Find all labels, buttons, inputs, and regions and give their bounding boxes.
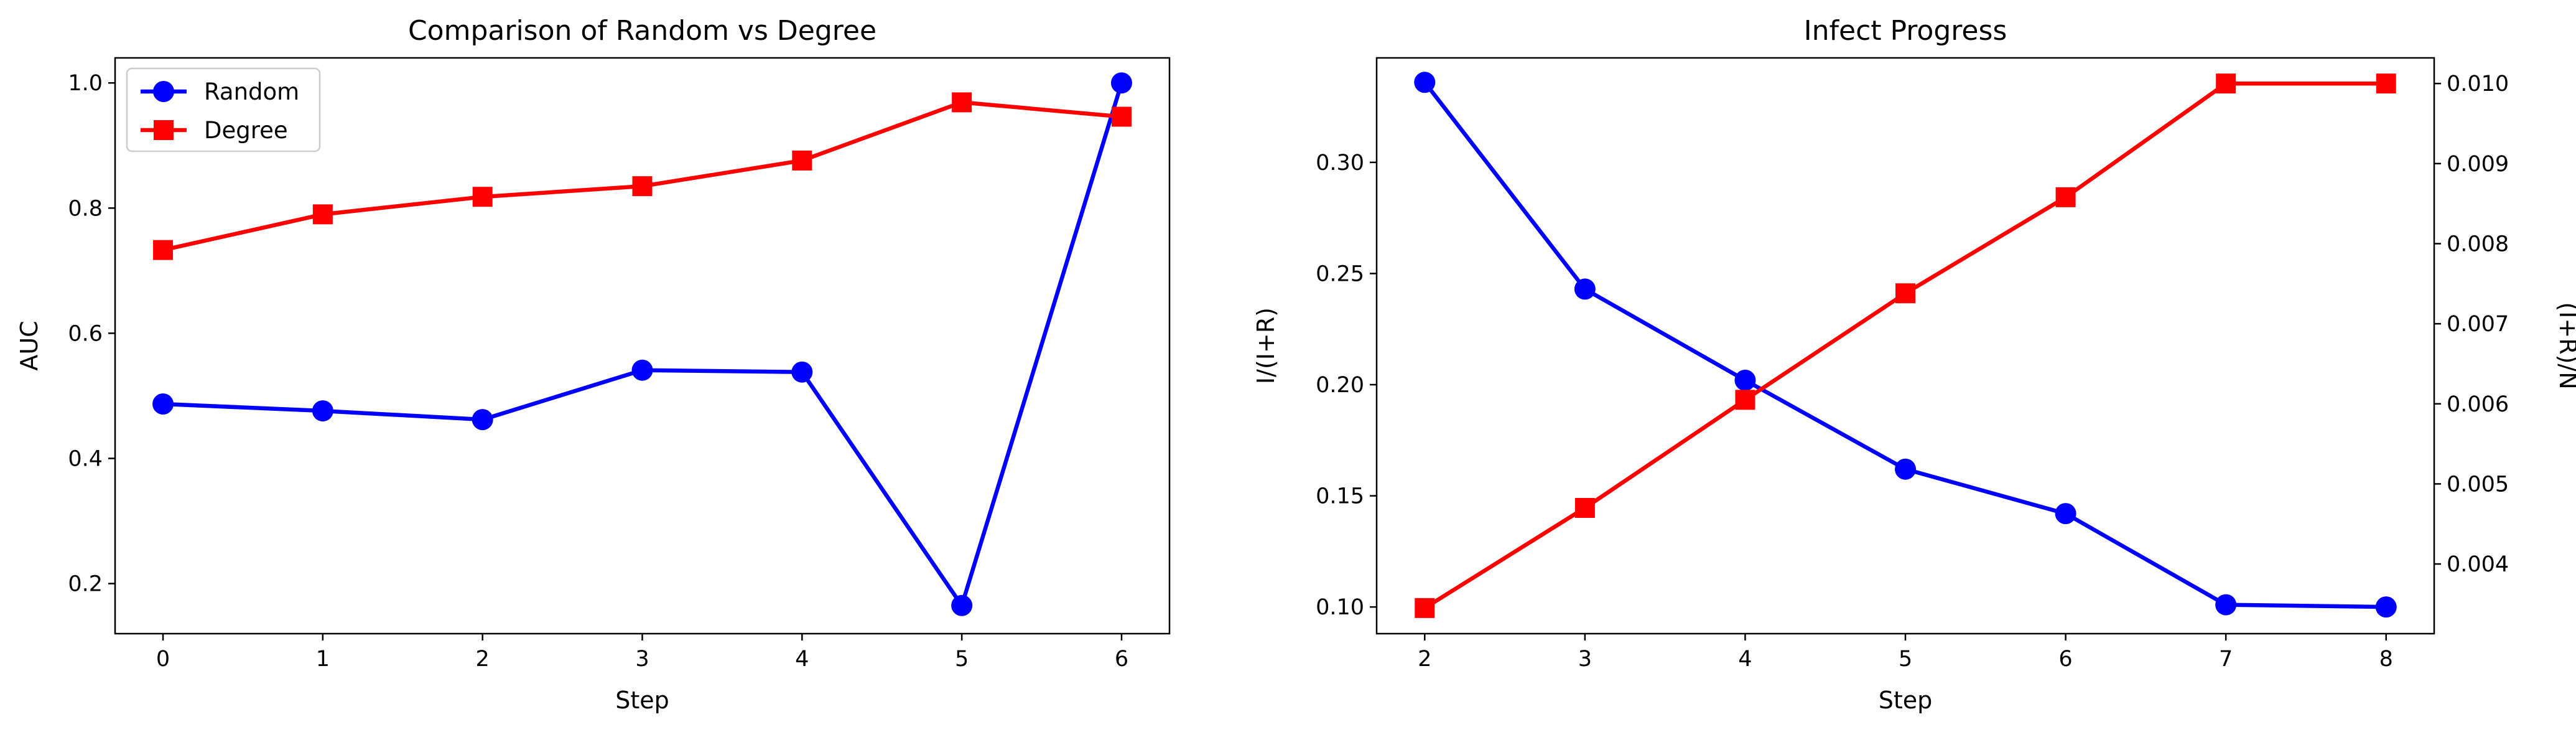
y-tick-label-3: 0.8 <box>68 196 103 221</box>
x-tick-label-5: 5 <box>955 647 969 672</box>
x-axis-label: Step <box>615 687 669 714</box>
series-1-point-5 <box>2216 73 2236 94</box>
y-tick-label-4: 1.0 <box>68 71 103 96</box>
x-tick-label-0: 0 <box>156 647 170 672</box>
chart-infect-progress: 2 3 4 5 6 7 8 0.10 0.15 0.20 0.25 0.30 0.004 0.005 0.0… <box>1252 15 2576 714</box>
series-1-point-3 <box>632 176 653 197</box>
x-tick-label-1: 1 <box>316 647 330 672</box>
chart-title: Comparison of Random vs Degree <box>408 15 876 47</box>
series-0-point-4 <box>2055 503 2076 525</box>
series-0-point-5 <box>2215 594 2237 616</box>
x-tick-label-5: 7 <box>2219 647 2233 672</box>
x-tick-label-3: 5 <box>1899 647 1912 672</box>
y2-tick-label-0: 0.004 <box>2447 552 2509 577</box>
series-1-point-3 <box>1895 283 1915 304</box>
legend-label-1: Degree <box>204 117 288 144</box>
series-0-point-6 <box>1110 72 1132 94</box>
y-axis-label: AUC <box>16 321 43 370</box>
series-0-point-1 <box>312 400 333 422</box>
series-0-point-5 <box>951 594 973 616</box>
series-1-point-2 <box>1735 390 1755 410</box>
chart-auc-comparison: 0 1 2 3 4 5 6 0.2 0.4 0.6 0.8 1.0 Comparison of Rand… <box>16 15 1171 714</box>
y-tick-label-2: 0.6 <box>68 321 103 346</box>
y2-tick-label-2: 0.006 <box>2447 392 2509 417</box>
x-tick-label-0: 2 <box>1418 647 1431 672</box>
y-tick-label-2: 0.20 <box>1316 373 1364 398</box>
series-1-point-5 <box>952 92 972 113</box>
y-tick-label-0: 0.2 <box>68 572 103 597</box>
y2-tick-label-4: 0.008 <box>2447 232 2509 256</box>
series-1-point-0 <box>1415 598 1435 618</box>
series-1-point-4 <box>792 150 812 171</box>
series-1-point-2 <box>472 187 493 207</box>
x-tick-label-6: 6 <box>1115 647 1128 672</box>
series-0-point-2 <box>1734 369 1756 391</box>
series-0-point-0 <box>1414 72 1436 93</box>
y2-tick-label-1: 0.005 <box>2447 472 2509 497</box>
y-tick-label-1: 0.4 <box>68 446 103 471</box>
series-1-point-6 <box>1111 106 1132 127</box>
y-tick-label-4: 0.30 <box>1316 151 1364 176</box>
series-1-point-4 <box>2055 187 2076 207</box>
y-tick-label-1: 0.15 <box>1316 484 1364 509</box>
series-0-point-6 <box>2375 596 2397 618</box>
legend-marker-1-point-0 <box>154 120 174 140</box>
series-1-point-6 <box>2376 73 2396 94</box>
series-0-point-3 <box>631 359 653 381</box>
series-0-point-0 <box>152 393 174 415</box>
chart-title: Infect Progress <box>1804 15 2007 47</box>
y2-tick-label-3: 0.007 <box>2447 312 2509 337</box>
x-tick-label-1: 3 <box>1578 647 1592 672</box>
y2-axis-label: (I+R)/N <box>2554 302 2576 389</box>
legend-label-0: Random <box>204 78 299 105</box>
series-1-point-0 <box>153 240 174 260</box>
series-1-point-1 <box>312 204 333 225</box>
x-tick-label-4: 6 <box>2058 647 2072 672</box>
y-axis-label: I/(I+R) <box>1252 307 1280 384</box>
series-0-point-2 <box>472 409 493 431</box>
x-tick-label-3: 3 <box>635 647 649 672</box>
x-axis-label: Step <box>1879 687 1933 714</box>
series-0-point-1 <box>1574 278 1596 300</box>
x-tick-label-6: 8 <box>2379 647 2393 672</box>
x-tick-label-2: 4 <box>1738 647 1752 672</box>
x-tick-label-2: 2 <box>476 647 490 672</box>
y2-tick-label-6: 0.010 <box>2447 72 2509 96</box>
y2-tick-label-5: 0.009 <box>2447 152 2509 177</box>
y-tick-label-0: 0.10 <box>1316 595 1364 620</box>
x-tick-label-4: 4 <box>795 647 809 672</box>
y-tick-label-3: 0.25 <box>1316 261 1364 286</box>
series-1-point-1 <box>1574 498 1595 518</box>
series-0-point-4 <box>791 361 813 383</box>
series-0-point-3 <box>1895 458 1916 480</box>
legend-marker-0-point-0 <box>153 81 174 102</box>
